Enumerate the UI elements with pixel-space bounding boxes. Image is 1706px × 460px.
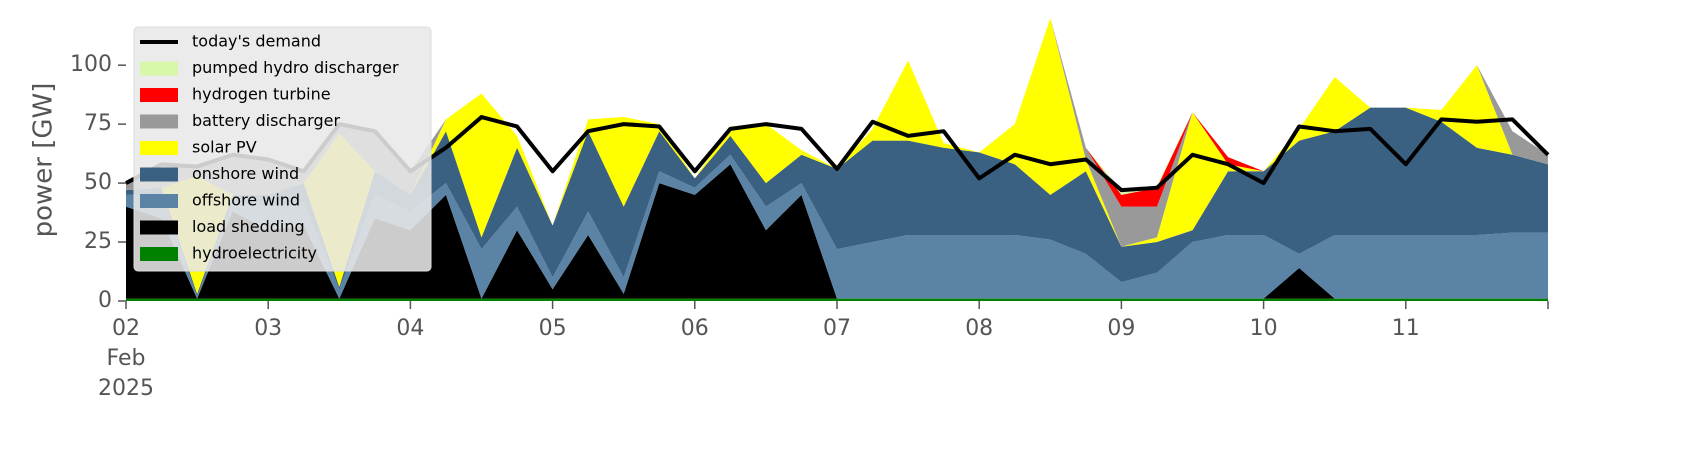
area: [126, 154, 1548, 299]
legend-label: offshore wind: [192, 191, 300, 210]
legend-label: solar PV: [192, 138, 257, 157]
legend-label: pumped hydro discharger: [192, 58, 399, 77]
legend-label: load shedding: [192, 217, 305, 236]
y-tick-label: 25: [84, 229, 112, 254]
legend-swatch: [140, 114, 178, 129]
legend-swatch: [140, 88, 178, 102]
y-tick-label: 50: [84, 170, 112, 195]
x-tick-label: 06: [681, 316, 709, 341]
legend-swatch: [140, 194, 178, 208]
x-tick-label: 05: [539, 316, 567, 341]
area: [126, 18, 1548, 294]
x-tick-label: 08: [965, 316, 993, 341]
legend-swatch: [140, 61, 178, 76]
legend-swatch: [140, 247, 178, 261]
x-tick-label: 09: [1107, 316, 1135, 341]
x-tick-label: 10: [1250, 316, 1278, 341]
x-tick-label: 07: [823, 316, 851, 341]
area: [126, 107, 1548, 297]
legend-swatch: [140, 220, 178, 235]
legend-label: hydroelectricity: [192, 244, 317, 263]
legend-label: onshore wind: [192, 164, 299, 183]
legend-label: today's demand: [192, 32, 321, 51]
legend: today's demand pumped hydro discharger hyd…: [133, 26, 432, 272]
legend-label: battery discharger: [192, 111, 340, 130]
x-tick-label: 11: [1392, 316, 1420, 341]
x-tick-label: 03: [254, 316, 282, 341]
y-tick-label: 75: [84, 111, 112, 136]
legend-label: hydrogen turbine: [192, 85, 331, 104]
legend-swatch: [140, 141, 178, 155]
legend-box: [133, 26, 432, 272]
x-tick-label: 02 Feb 2025: [98, 316, 154, 401]
legend-swatch: [140, 167, 178, 182]
y-axis-label: power [GW]: [29, 83, 59, 238]
y-tick-label: 0: [98, 288, 112, 313]
x-tick-label: 04: [396, 316, 424, 341]
area: [126, 298, 1548, 301]
y-tick-label: 100: [70, 52, 112, 77]
